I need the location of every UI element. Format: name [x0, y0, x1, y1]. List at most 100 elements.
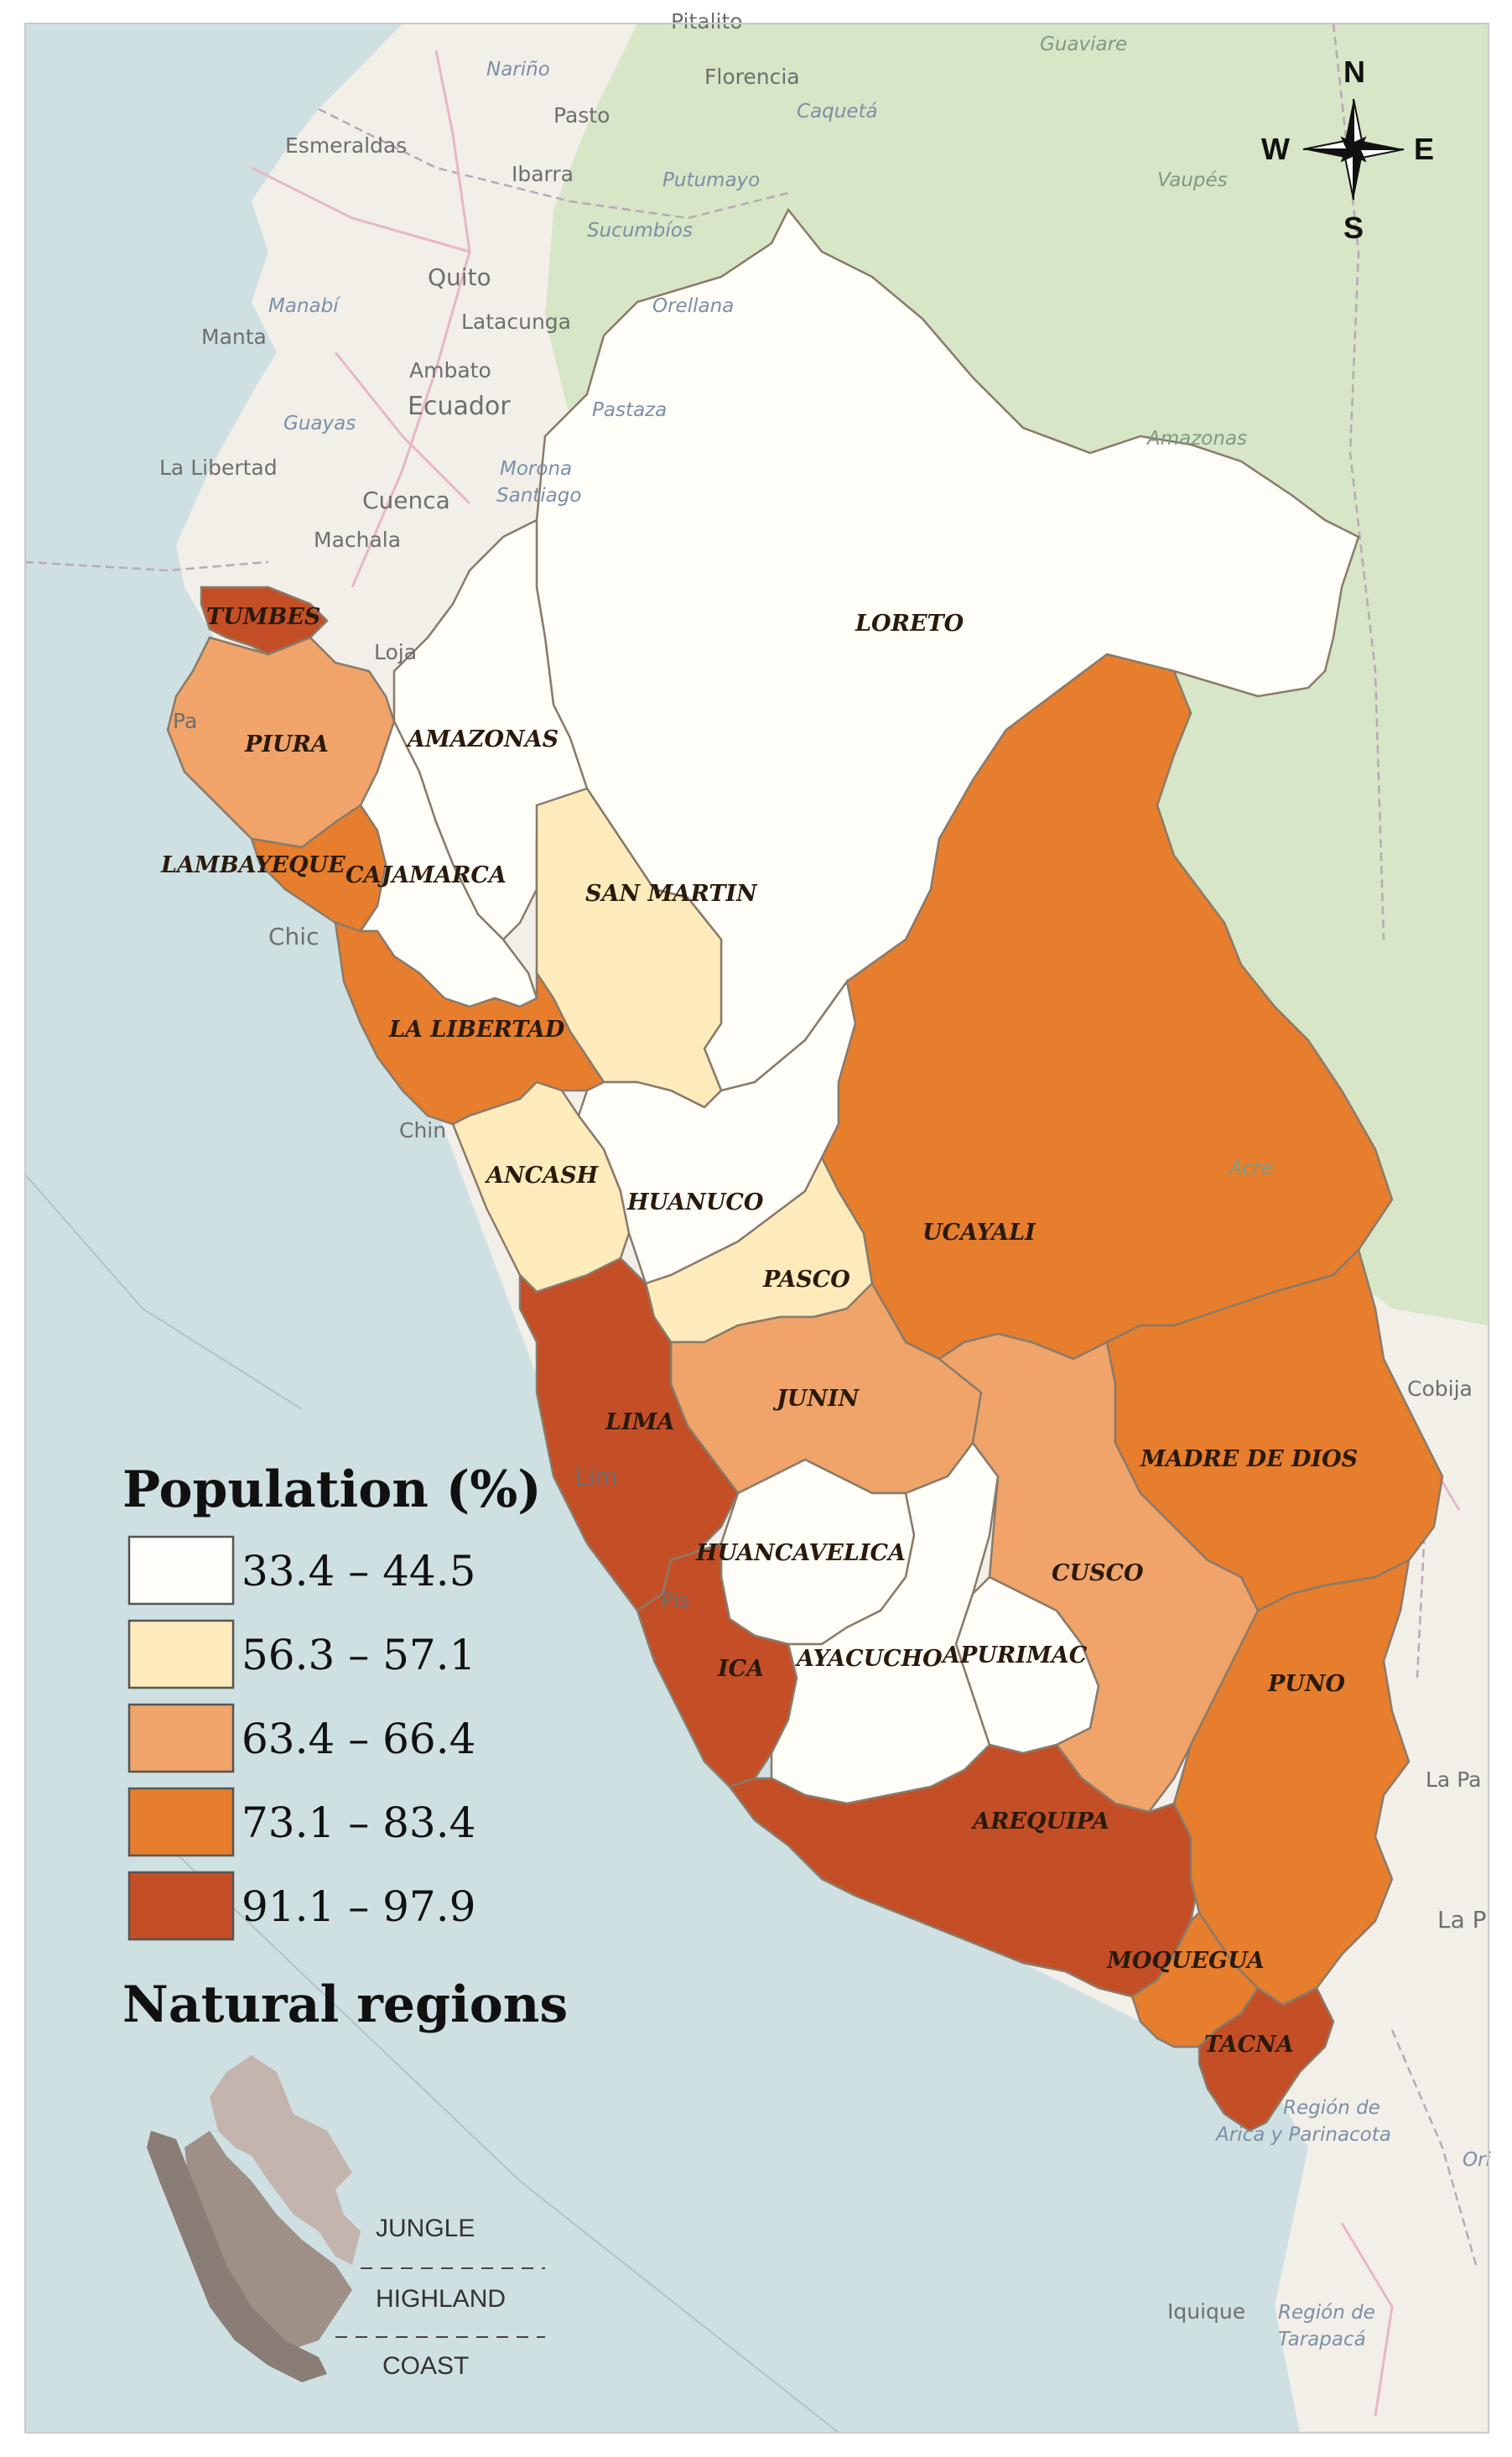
basemap-label-region-arica-2: Arica y Parinacota — [1214, 2124, 1391, 2146]
label-ayacucho: AYACUCHO — [794, 1646, 943, 1672]
basemap-label-manta: Manta — [201, 325, 267, 349]
regions-label-highland: HIGHLAND — [376, 2285, 506, 2313]
basemap-label-caqueta: Caquetá — [797, 101, 878, 122]
label-madre-de-dios: MADRE DE DIOS — [1140, 1446, 1358, 1472]
basemap-label-pis: Pis — [661, 1588, 690, 1612]
population-legend: Population (%) 33.4 – 44.5 56.3 – 57.1 6… — [122, 1460, 542, 1941]
basemap-label-guayas: Guayas — [283, 413, 356, 435]
label-huancavelica: HUANCAVELICA — [695, 1540, 906, 1566]
basemap-label-manabi: Manabí — [268, 295, 341, 317]
natural-regions-legend: Natural regions JUNGLE HIGHLAND COAST — [122, 1975, 568, 2382]
label-lima: LIMA — [605, 1409, 674, 1435]
regions-label-coast: COAST — [382, 2352, 469, 2380]
basemap-label-latacunga: Latacunga — [461, 310, 571, 334]
basemap-label-sucumbios: Sucumbíos — [587, 220, 693, 242]
region-jungle-shape — [210, 2055, 361, 2265]
basemap-label-pastaza: Pastaza — [592, 399, 667, 421]
basemap-label-acre: Acre — [1228, 1158, 1273, 1179]
basemap-label-guaviare: Guaviare — [1040, 34, 1127, 55]
label-junin: JUNIN — [772, 1386, 860, 1412]
label-amazonas: AMAZONAS — [405, 726, 559, 752]
compass-label-n: N — [1343, 55, 1365, 89]
basemap-label-machala: Machala — [314, 528, 401, 552]
region-highland-shape — [184, 2131, 352, 2349]
basemap-label-cuenca: Cuenca — [362, 487, 450, 514]
legend-label-4: 73.1 – 83.4 — [242, 1799, 475, 1847]
basemap-labels: Pitalito Nariño Florencia Guaviare Pasto… — [159, 9, 1492, 2350]
label-cusco: CUSCO — [1052, 1560, 1144, 1586]
legend-title: Population (%) — [122, 1460, 542, 1519]
regions-legend-title: Natural regions — [122, 1975, 568, 2034]
dept-la-libertad — [334, 921, 605, 1126]
ocean-boundaries — [24, 1174, 839, 2434]
dept-tacna — [1198, 1986, 1335, 2132]
label-ancash: ANCASH — [484, 1163, 600, 1189]
basemap-label-vaupes: Vaupés — [1157, 169, 1228, 191]
legend-label-5: 91.1 – 97.9 — [242, 1882, 475, 1931]
label-la-libertad: LA LIBERTAD — [388, 1017, 565, 1043]
label-loreto: LORETO — [855, 611, 964, 637]
basemap-label-amazonas-br: Amazonas — [1146, 428, 1247, 450]
map-frame — [24, 23, 1489, 2434]
dept-puno — [1172, 1558, 1411, 2007]
legend-label-3: 63.4 – 66.4 — [242, 1715, 475, 1763]
basemap-label-florencia: Florencia — [704, 65, 800, 89]
department-labels: LORETO TUMBES PIURA AMAZONAS LAMBAYEQUE … — [160, 604, 1358, 2058]
departments — [166, 207, 1444, 2132]
label-huanuco: HUANUCO — [626, 1189, 764, 1215]
basemap-label-la-libertad-ec: La Libertad — [159, 455, 278, 480]
label-piura: PIURA — [244, 731, 329, 757]
basemap-label-la-p: La P — [1437, 1906, 1487, 1934]
basemap-label-region-tarapaca-2: Tarapacá — [1278, 2329, 1366, 2350]
label-pasco: PASCO — [762, 1267, 850, 1293]
basemap-label-region-tarapaca-1: Región de — [1278, 2302, 1375, 2324]
basemap-label-ori: Ori — [1463, 2149, 1492, 2171]
basemap-label-orellana: Orellana — [652, 295, 734, 317]
legend-label-1: 33.4 – 44.5 — [242, 1547, 475, 1595]
label-san-martin: SAN MARTIN — [585, 881, 758, 907]
label-puno: PUNO — [1267, 1671, 1346, 1697]
basemap-label-santiago: Santiago — [496, 485, 581, 507]
label-tumbes: TUMBES — [206, 604, 320, 630]
basemap-label-region-arica-1: Región de — [1283, 2097, 1380, 2119]
label-ica: ICA — [717, 1656, 764, 1682]
basemap-label-putumayo: Putumayo — [662, 169, 760, 191]
basemap-label-pitalito: Pitalito — [671, 9, 743, 34]
legend-swatch-3 — [127, 1703, 235, 1773]
dept-lima — [518, 1257, 740, 1612]
basemap-label-loja: Loja — [374, 640, 417, 664]
basemap-label-lim: Lim — [575, 1463, 618, 1491]
region-coast-shape — [147, 2131, 327, 2382]
basemap-label-pasto: Pasto — [553, 103, 610, 128]
label-lambayeque: LAMBAYEQUE — [160, 852, 346, 878]
basemap-label-esmeraldas: Esmeraldas — [285, 133, 407, 158]
legend-swatch-1 — [127, 1535, 235, 1606]
basemap-label-iquique: Iquique — [1167, 2299, 1245, 2324]
legend-label-2: 56.3 – 57.1 — [242, 1631, 475, 1679]
dept-madre-de-dios — [1105, 1247, 1444, 1612]
label-apurimac: APURIMAC — [940, 1642, 1088, 1668]
legend-swatch-2 — [127, 1619, 235, 1689]
basemap-label-chin: Chin — [399, 1118, 446, 1143]
basemap-label-quito: Quito — [428, 263, 491, 291]
basemap-label-pa: Pa — [173, 709, 197, 733]
basemap-label-ecuador: Ecuador — [408, 392, 511, 421]
basemap-label-morona: Morona — [500, 458, 572, 480]
compass-label-w: W — [1261, 132, 1290, 166]
compass-label-e: E — [1414, 132, 1434, 166]
compass-rose: N S E W — [1261, 55, 1434, 245]
label-ucayali: UCAYALI — [922, 1220, 1037, 1246]
regions-label-jungle: JUNGLE — [376, 2215, 475, 2242]
basemap-label-cobija: Cobija — [1407, 1377, 1473, 1401]
label-arequipa: AREQUIPA — [970, 1809, 1109, 1835]
label-cajamarca: CAJAMARCA — [346, 862, 507, 888]
legend-swatch-4 — [127, 1787, 235, 1857]
basemap-label-chic: Chic — [268, 923, 319, 950]
basemap-label-ibarra: Ibarra — [512, 162, 574, 186]
dept-ucayali — [820, 653, 1394, 1361]
basemap-label-ambato: Ambato — [409, 358, 491, 383]
basemap-label-la-paz-short: La Pa — [1426, 1767, 1481, 1792]
basemap-label-narino: Nariño — [486, 59, 550, 81]
